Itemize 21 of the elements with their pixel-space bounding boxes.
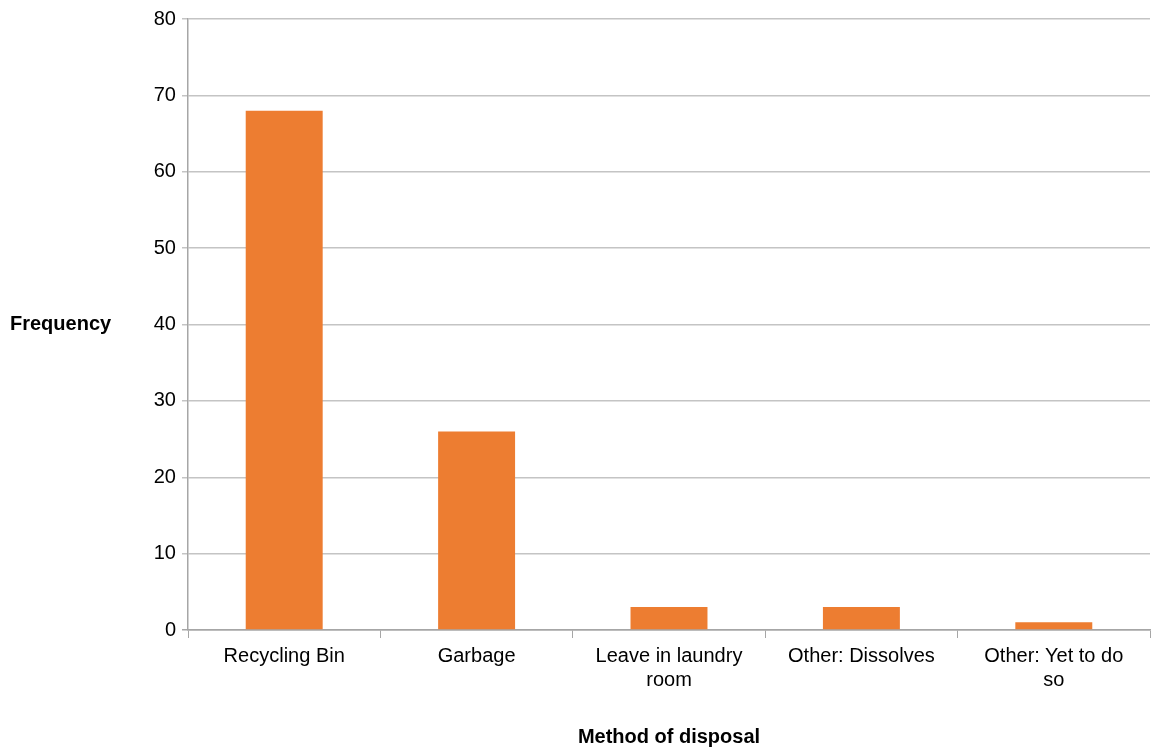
x-tick-label: Recycling Bin <box>223 643 345 666</box>
y-tick-label: 60 <box>153 159 176 182</box>
bar <box>245 110 323 630</box>
y-tick-label: 0 <box>164 617 176 640</box>
x-tick-label: Other: Dissolves <box>788 643 935 666</box>
y-tick-label: 50 <box>153 235 176 258</box>
bar <box>822 607 900 630</box>
y-tick-label: 70 <box>153 82 176 105</box>
y-tick-label: 10 <box>153 541 176 564</box>
bar <box>1015 622 1093 630</box>
x-axis-title: Method of disposal <box>577 724 761 747</box>
x-tick-label: Leave in laundry room <box>595 643 743 690</box>
x-tick-label: Other: Yet to do so <box>984 643 1124 690</box>
y-tick-label: 80 <box>153 6 176 29</box>
y-tick-label: 30 <box>153 388 176 411</box>
bar <box>630 607 708 630</box>
y-tick-label: 20 <box>153 464 176 487</box>
x-tick-label: Garbage <box>437 643 516 666</box>
bar <box>438 431 516 630</box>
y-axis-title: Frequency <box>10 312 113 335</box>
y-tick-label: 40 <box>153 312 176 335</box>
